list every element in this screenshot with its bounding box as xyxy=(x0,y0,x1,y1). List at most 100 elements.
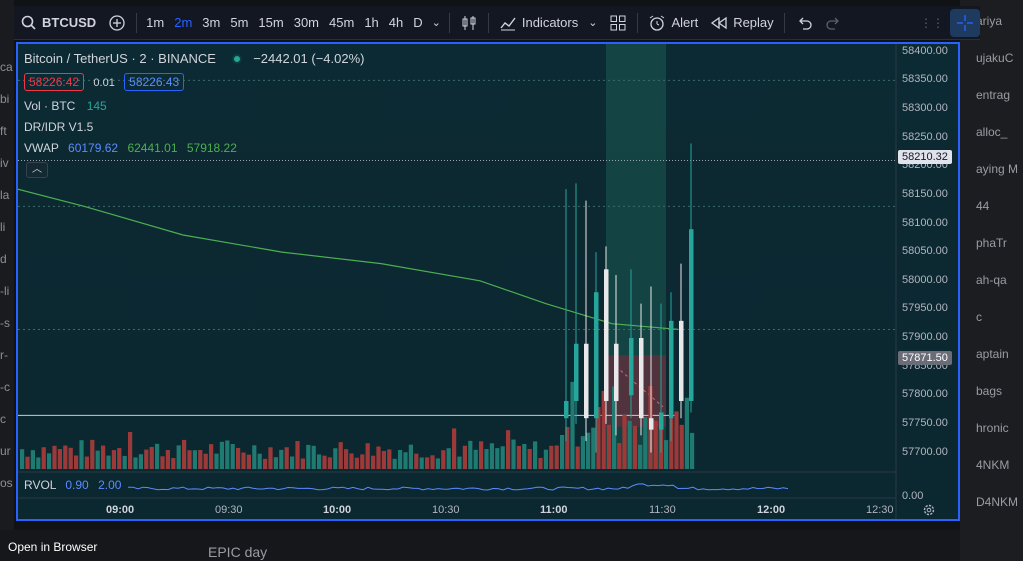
interval-list: 1m 2m 3m 5m 15m 30m 45m 1h 4h D xyxy=(141,6,427,40)
volume-bar xyxy=(392,458,397,469)
background-member-name: entrag xyxy=(976,88,1011,102)
candle-body xyxy=(584,343,589,419)
volume-bar xyxy=(20,449,25,469)
candle-body xyxy=(574,343,579,402)
volume-bar xyxy=(138,454,143,469)
volume-bar xyxy=(516,445,521,469)
background-text-fragment: -li xyxy=(0,284,10,298)
volume-bar xyxy=(371,455,376,469)
candle-body xyxy=(669,320,674,419)
layouts-button[interactable] xyxy=(603,6,633,40)
volume-bar xyxy=(430,455,435,469)
volume-bar xyxy=(387,449,392,469)
volume-bar xyxy=(252,445,257,469)
rvol-line xyxy=(127,483,789,491)
redo-button[interactable] xyxy=(819,6,849,40)
background-text-fragment: -c xyxy=(0,380,10,394)
volume-bar xyxy=(246,454,251,469)
price-tick-label: 57750.00 xyxy=(902,416,948,429)
volume-bar xyxy=(160,456,165,469)
interval-5m[interactable]: 5m xyxy=(230,15,249,30)
background-member-name: aptain xyxy=(976,347,1009,361)
rvol-legend[interactable]: RVOL 0.90 2.00 xyxy=(24,478,121,492)
candles-icon xyxy=(462,15,476,30)
undo-button[interactable] xyxy=(789,6,819,40)
interval-D[interactable]: D xyxy=(413,15,423,30)
chevron-up-icon: ︿ xyxy=(32,164,42,175)
volume-bar xyxy=(182,439,187,469)
volume-bar xyxy=(549,445,554,469)
time-tick-label: 11:00 xyxy=(540,504,568,516)
interval-1m[interactable]: 1m xyxy=(146,15,165,30)
replay-label: Replay xyxy=(733,15,774,30)
alert-button[interactable]: Alert xyxy=(642,6,704,40)
volume-bar xyxy=(327,457,332,469)
alarm-clock-icon xyxy=(650,15,665,31)
toolbar-divider xyxy=(637,12,639,33)
candle-body xyxy=(604,269,609,402)
rewind-icon xyxy=(711,16,727,29)
symbol-description[interactable]: Bitcoin / TetherUS · 2 · BINANCE xyxy=(24,51,216,66)
volume-bar xyxy=(317,454,322,469)
volume-label: Vol · BTC xyxy=(24,99,76,113)
collapse-legend-button[interactable]: ︿ xyxy=(26,162,48,178)
background-member-name: phaTr xyxy=(976,236,1007,250)
interval-15m[interactable]: 15m xyxy=(258,15,284,30)
vwap-legend[interactable]: VWAP 60179.62 62441.01 57918.22 xyxy=(24,141,237,155)
volume-value: 145 xyxy=(86,99,107,113)
candle-body xyxy=(639,338,644,419)
volume-bar xyxy=(457,456,462,469)
volume-bar xyxy=(617,443,622,469)
chart-canvas[interactable] xyxy=(18,44,958,519)
toolbar-divider xyxy=(783,12,785,33)
volume-bar xyxy=(522,443,527,469)
volume-bar xyxy=(495,448,500,469)
drd-legend[interactable]: DR/IDR V1.5 xyxy=(24,120,93,134)
volume-bar xyxy=(468,440,473,469)
volume-bar xyxy=(570,381,575,469)
interval-30m[interactable]: 30m xyxy=(293,15,320,30)
indicators-button[interactable]: Indicators ⌄ xyxy=(493,6,604,40)
volume-bar xyxy=(679,424,684,469)
background-text-fragment: ft xyxy=(0,124,7,138)
crosshair-button[interactable] xyxy=(950,8,980,37)
price-tick-label: 57900.00 xyxy=(902,331,948,344)
candle-body xyxy=(649,418,654,430)
replay-button[interactable]: Replay xyxy=(704,6,779,40)
volume-bar xyxy=(198,449,203,469)
symbol-search[interactable]: BTCUSD xyxy=(14,6,102,40)
volume-bar xyxy=(74,455,79,469)
candle-body xyxy=(679,320,684,402)
volume-bar xyxy=(144,449,149,469)
interval-3m[interactable]: 3m xyxy=(202,15,221,30)
interval-4h[interactable]: 4h xyxy=(388,15,404,30)
interval-2m[interactable]: 2m xyxy=(174,15,193,30)
compare-symbol-button[interactable] xyxy=(102,6,132,40)
chart-pane[interactable]: Bitcoin / TetherUS · 2 · BINANCE −2442.0… xyxy=(16,42,960,521)
open-in-browser-link[interactable]: Open in Browser xyxy=(8,540,98,554)
sell-price-button[interactable]: 58226.42 xyxy=(24,73,85,91)
interval-1h[interactable]: 1h xyxy=(364,15,379,30)
volume-bar xyxy=(643,417,648,469)
volume-bar xyxy=(95,450,100,469)
search-icon xyxy=(21,15,36,30)
time-tick-label: 12:00 xyxy=(757,504,786,516)
volume-bar xyxy=(333,448,338,469)
volume-bar xyxy=(57,449,62,469)
drag-handle[interactable]: ⋮⋮ xyxy=(920,15,944,30)
volume-bar xyxy=(575,446,580,469)
background-text-fragment: ca xyxy=(0,60,13,74)
background-member-name: D4NKM xyxy=(976,495,1019,509)
buy-price-button[interactable]: 58226.43 xyxy=(124,73,185,91)
chart-type-button[interactable] xyxy=(454,6,484,40)
background-text-fragment: li xyxy=(0,220,6,234)
interval-45m[interactable]: 45m xyxy=(329,15,355,30)
volume-bar xyxy=(192,450,197,469)
volume-bar xyxy=(273,457,278,469)
volume-legend[interactable]: Vol · BTC 145 xyxy=(24,99,107,113)
price-tick-label: 58150.00 xyxy=(902,187,948,200)
market-status-icon xyxy=(231,54,242,64)
gear-icon[interactable] xyxy=(922,503,936,517)
interval-dropdown[interactable]: ⌄ xyxy=(431,17,441,29)
price-tick-label: 58400.00 xyxy=(902,44,948,57)
